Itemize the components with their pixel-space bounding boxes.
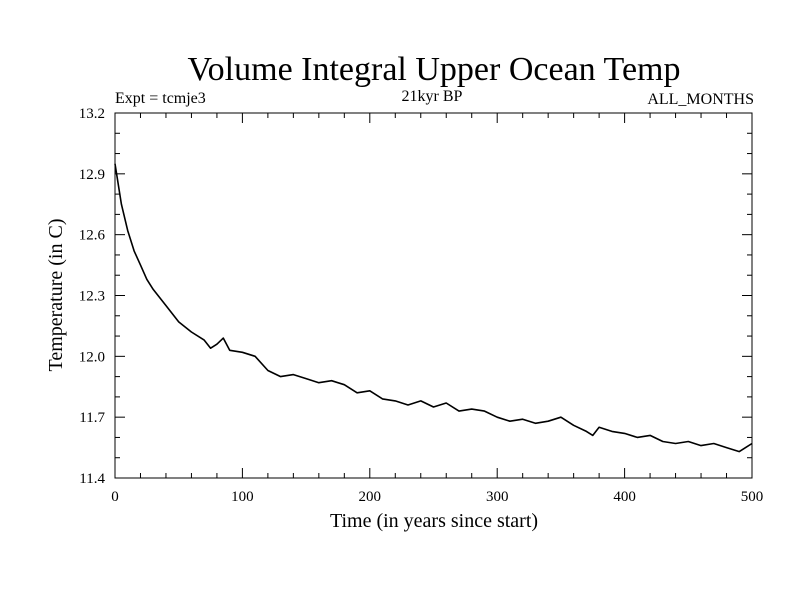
plot-frame: [114, 112, 753, 479]
chart-title: Volume Integral Upper Ocean Temp: [188, 51, 681, 88]
y-tick-label: 13.2: [79, 106, 105, 122]
y-tick-label: 12.6: [79, 228, 106, 244]
axis-ticks: [114, 112, 753, 479]
x-tick-labels: 0 100 200 300 400 500: [111, 489, 763, 505]
y-tick-label: 11.7: [79, 410, 105, 426]
x-tick-label: 200: [359, 489, 382, 505]
months-label: ALL_MONTHS: [647, 91, 754, 108]
x-tick-label: 100: [231, 489, 254, 505]
y-tick-label: 12.3: [79, 289, 105, 305]
x-axis-label: Time (in years since start): [330, 510, 538, 532]
x-tick-label: 0: [111, 489, 119, 505]
experiment-label: Expt = tcmje3: [115, 90, 206, 107]
period-label: 21kyr BP: [402, 88, 463, 105]
y-tick-label: 11.4: [79, 471, 105, 487]
y-tick-labels: 11.4 11.7 12.0 12.3 12.6 12.9 13.2: [79, 106, 106, 487]
x-tick-label: 400: [613, 489, 636, 505]
x-tick-label: 500: [741, 489, 764, 505]
y-axis-label: Temperature (in C): [45, 219, 67, 372]
temperature-series-line: [114, 163, 753, 453]
x-tick-label: 300: [486, 489, 509, 505]
y-tick-label: 12.9: [79, 167, 105, 183]
y-tick-label: 12.0: [79, 349, 105, 365]
